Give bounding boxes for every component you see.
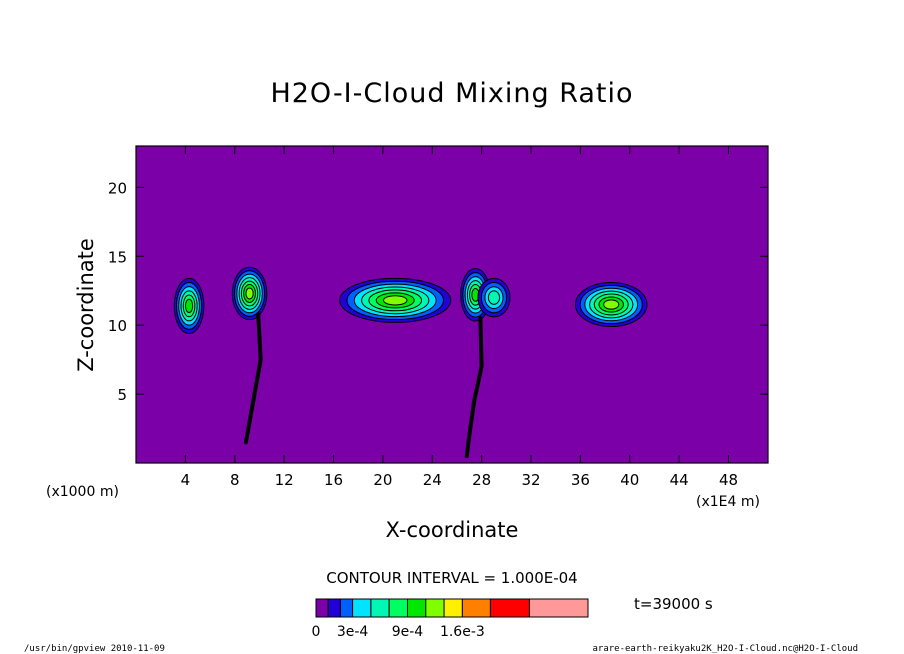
contour-band	[603, 299, 620, 310]
x-tick-label: 32	[521, 471, 540, 489]
x-tick-label: 8	[230, 471, 240, 489]
x-units-right: (x1E4 m)	[696, 494, 760, 510]
y-tick-label: 5	[117, 386, 127, 404]
cloud	[339, 277, 452, 323]
cloud-trail	[243, 312, 263, 445]
y-tick-label: 20	[108, 179, 127, 197]
colorbar-swatch	[489, 598, 530, 618]
x-units-left: (x1000 m)	[46, 484, 119, 500]
contour-band	[487, 290, 501, 305]
cloud	[173, 277, 205, 334]
colorbar-labels: 0 3e-4 9e-4 1.6e-3	[312, 624, 485, 640]
time-label: t=39000 s	[634, 595, 713, 613]
colorbar-swatch	[327, 598, 341, 618]
cloud	[477, 277, 511, 318]
colorbar-swatch	[388, 598, 408, 618]
contour-band	[383, 295, 408, 306]
colorbar-tick-label: 3e-4	[337, 624, 369, 640]
x-tick-label: 48	[719, 471, 738, 489]
footer-left: /usr/bin/gpview 2010-11-09	[24, 644, 165, 654]
x-tick-labels: 4 8 12 16 20 24 28 32 36 40 44 48	[181, 471, 738, 489]
plot-background	[136, 146, 768, 463]
x-tick-label: 40	[620, 471, 639, 489]
cloud	[460, 268, 491, 322]
x-tick-label: 12	[275, 471, 294, 489]
chart-title: H2O-I-Cloud Mixing Ratio	[270, 78, 633, 109]
x-tick-label: 28	[472, 471, 491, 489]
x-tick-label: 16	[324, 471, 343, 489]
colorbar-swatch	[315, 598, 329, 618]
footer-right: arare-earth-reikyaku2K_H2O-I-Cloud.nc@H2…	[592, 644, 858, 654]
colorbar-tick-label: 1.6e-3	[440, 624, 485, 640]
y-axis-label: Z-coordinate	[74, 238, 98, 372]
cloud	[231, 266, 268, 321]
x-axis-label: X-coordinate	[386, 518, 519, 542]
colorbar-swatch	[425, 598, 445, 618]
plot-area	[135, 145, 769, 464]
x-tick-label: 24	[423, 471, 442, 489]
colorbar-swatch	[461, 598, 491, 618]
cloud	[574, 281, 648, 328]
colorbar-swatch	[406, 598, 427, 618]
colorbar-tick-label: 0	[312, 624, 321, 640]
colorbar-tick-label: 9e-4	[392, 624, 424, 640]
colorbar-swatch	[352, 598, 372, 618]
x-tick-label: 4	[181, 471, 191, 489]
y-tick-label: 10	[108, 317, 127, 335]
colorbar-swatch	[339, 598, 354, 618]
y-tick-label: 15	[108, 248, 127, 266]
y-tick-labels: 5 10 15 20	[108, 179, 127, 404]
colorbar	[315, 598, 589, 618]
contour-band	[245, 287, 254, 300]
axis-ticks	[136, 146, 768, 463]
contour-band	[184, 298, 194, 314]
colorbar-swatch	[528, 598, 589, 618]
colorbar-swatch	[370, 598, 390, 618]
cloud-trails	[243, 312, 484, 459]
colorbar-swatch	[443, 598, 463, 618]
x-tick-label: 20	[373, 471, 392, 489]
x-tick-label: 36	[571, 471, 590, 489]
contour-interval-label: CONTOUR INTERVAL = 1.000E-04	[326, 569, 577, 587]
cloud-contours	[173, 266, 648, 334]
x-tick-label: 44	[670, 471, 689, 489]
cloud-trail	[464, 316, 484, 459]
plot-frame	[135, 145, 769, 464]
